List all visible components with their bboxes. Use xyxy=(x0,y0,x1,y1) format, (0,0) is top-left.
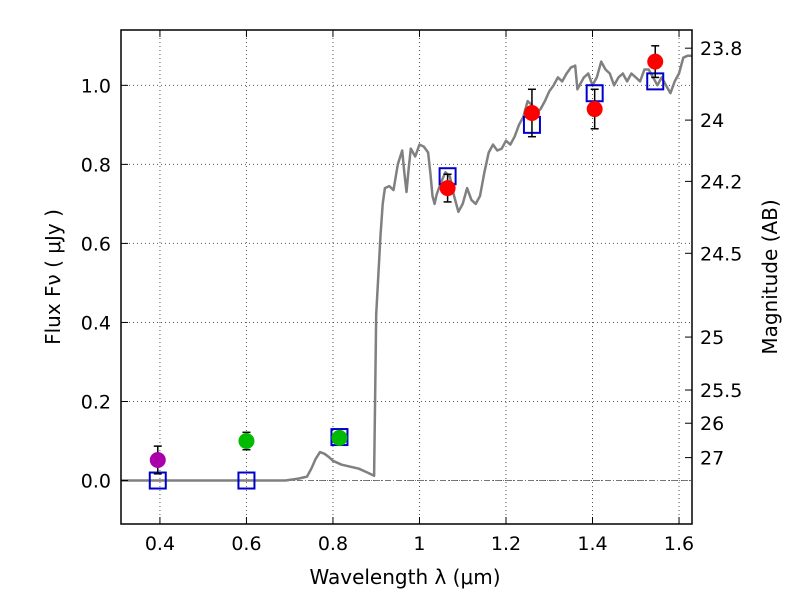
y-axis-title: Flux Fν ( μJy ) xyxy=(41,209,65,345)
right-tick-label: 24.2 xyxy=(700,171,742,193)
right-axis-title: Magnitude (AB) xyxy=(758,199,782,354)
plot-area xyxy=(121,45,692,490)
data-point-red xyxy=(439,180,456,197)
x-tick-label: 1.2 xyxy=(491,533,521,555)
y-tick-label: 0.2 xyxy=(81,391,111,413)
y-tick-label: 0.6 xyxy=(81,233,111,255)
model-square xyxy=(237,471,256,490)
right-tick-label: 25 xyxy=(700,327,724,349)
x-tick-label: 1 xyxy=(413,533,425,555)
right-tick-labels: 23.8 24 24.2 24.5 25 25.5 26 27 xyxy=(700,38,742,469)
error-bars xyxy=(153,45,660,475)
data-point-red xyxy=(523,104,540,121)
right-tick-label: 25.5 xyxy=(700,380,742,402)
y-tick-label: 0.0 xyxy=(81,471,111,493)
model-squares xyxy=(148,72,665,490)
data-point-green xyxy=(331,429,348,446)
right-tick-label: 26 xyxy=(700,413,724,435)
data-point-green xyxy=(238,433,255,450)
data-point-red xyxy=(586,101,603,118)
y-tick-label: 0.8 xyxy=(81,154,111,176)
grid-lines xyxy=(121,30,692,524)
y-tick-labels: 0.0 0.2 0.4 0.6 0.8 1.0 xyxy=(81,75,111,492)
observed-points xyxy=(149,53,664,468)
x-tick-label: 0.6 xyxy=(231,533,261,555)
x-tick-label: 0.4 xyxy=(145,533,175,555)
data-point-red xyxy=(647,53,664,70)
template-spectrum-line xyxy=(121,54,692,482)
data-point-magenta xyxy=(149,451,166,468)
x-axis-title: Wavelength λ (μm) xyxy=(309,565,500,589)
axis-ticks xyxy=(121,30,692,524)
x-tick-label: 0.8 xyxy=(318,533,348,555)
y-tick-label: 1.0 xyxy=(81,75,111,97)
x-tick-label: 1.6 xyxy=(664,533,694,555)
x-tick-labels: 0.4 0.6 0.8 1 1.2 1.4 1.6 xyxy=(145,533,694,555)
right-tick-label: 24 xyxy=(700,110,724,132)
right-tick-label: 24.5 xyxy=(700,243,742,265)
x-tick-label: 1.4 xyxy=(577,533,607,555)
right-tick-label: 23.8 xyxy=(700,38,742,60)
right-tick-label: 27 xyxy=(700,448,724,470)
y-tick-label: 0.4 xyxy=(81,312,111,334)
plot-frame xyxy=(120,29,693,525)
